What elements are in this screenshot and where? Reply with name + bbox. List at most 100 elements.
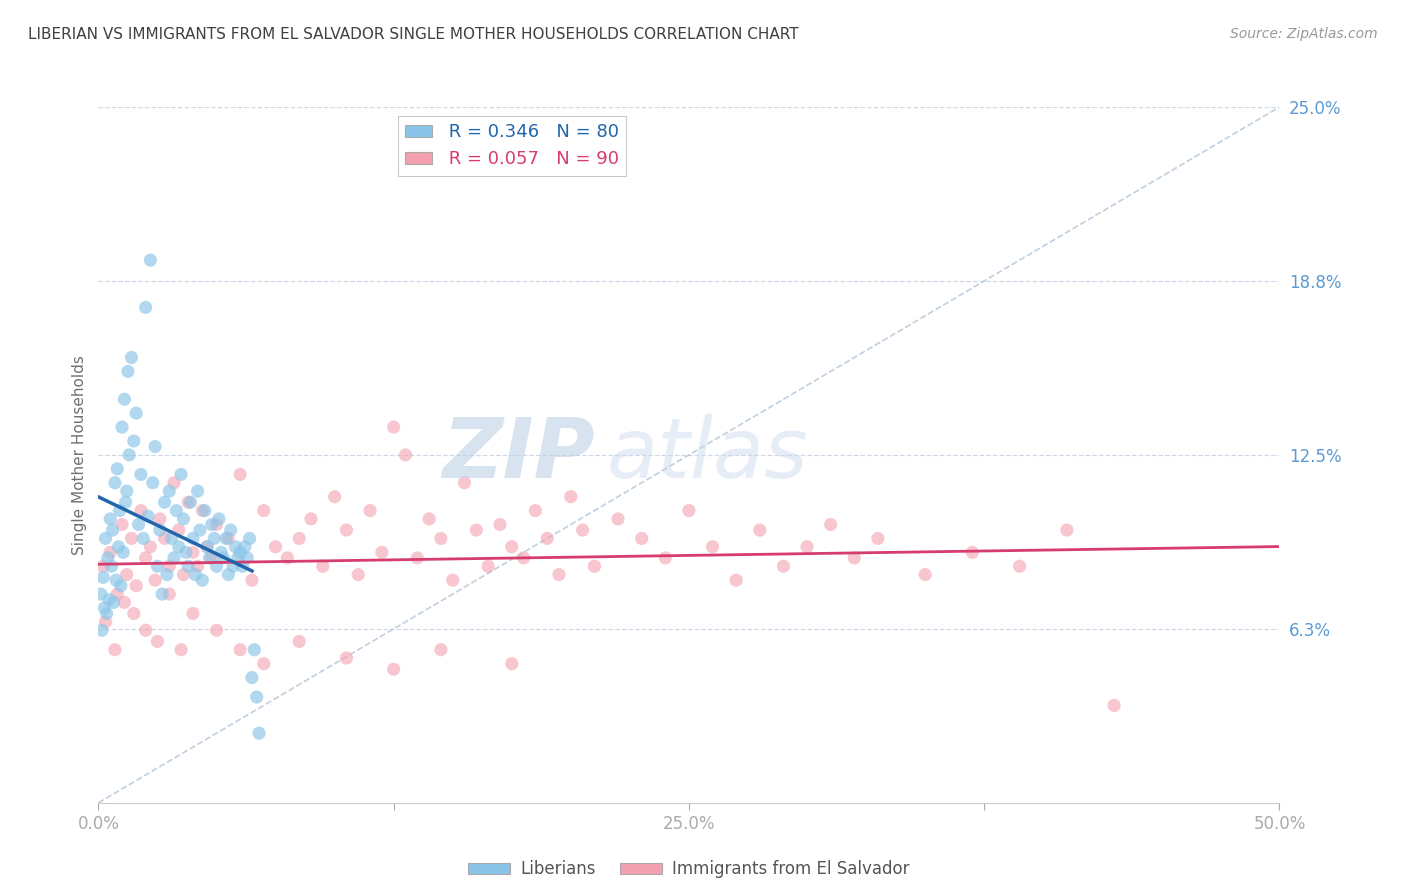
Point	[1102, 698, 1125, 713]
Point	[177, 495, 200, 509]
Point	[170, 642, 193, 657]
Point	[167, 540, 190, 554]
Point	[103, 595, 125, 609]
Text: ZIP: ZIP	[441, 415, 595, 495]
Point	[97, 550, 120, 565]
Point	[209, 545, 232, 559]
Point	[128, 517, 150, 532]
Point	[219, 523, 242, 537]
Point	[201, 517, 224, 532]
Point	[198, 550, 221, 565]
Point	[229, 467, 252, 482]
Point	[571, 523, 593, 537]
Point	[489, 517, 512, 532]
Point	[607, 512, 630, 526]
Point	[174, 545, 197, 559]
Point	[359, 503, 381, 517]
Point	[678, 503, 700, 517]
Point	[105, 573, 128, 587]
Point	[135, 301, 157, 315]
Point	[202, 532, 225, 546]
Point	[217, 532, 239, 546]
Point	[233, 540, 256, 554]
Point	[430, 642, 453, 657]
Point	[335, 523, 357, 537]
Point	[205, 517, 228, 532]
Point	[163, 475, 186, 490]
Point	[115, 484, 138, 499]
Point	[246, 690, 269, 704]
Point	[243, 642, 266, 657]
Point	[136, 509, 159, 524]
Point	[630, 532, 652, 546]
Point	[100, 559, 122, 574]
Point	[122, 607, 145, 621]
Point	[226, 550, 249, 565]
Point	[121, 532, 143, 546]
Point	[129, 467, 152, 482]
Point	[118, 448, 141, 462]
Point	[112, 392, 135, 407]
Point	[866, 532, 889, 546]
Point	[157, 587, 180, 601]
Point	[157, 559, 180, 574]
Point	[560, 490, 582, 504]
Point	[187, 559, 209, 574]
Point	[129, 503, 152, 517]
Point	[143, 573, 166, 587]
Point	[217, 567, 239, 582]
Point	[110, 579, 132, 593]
Point	[205, 559, 228, 574]
Point	[90, 587, 112, 601]
Point	[524, 503, 547, 517]
Point	[142, 475, 165, 490]
Point	[111, 517, 134, 532]
Point	[94, 532, 117, 546]
Point	[177, 559, 200, 574]
Point	[184, 567, 207, 582]
Point	[143, 440, 166, 454]
Point	[748, 523, 770, 537]
Point	[98, 512, 121, 526]
Point	[406, 550, 429, 565]
Point	[139, 540, 162, 554]
Point	[172, 512, 194, 526]
Point	[94, 615, 117, 629]
Point	[172, 567, 194, 582]
Point	[962, 545, 984, 559]
Point	[114, 495, 136, 509]
Point	[96, 607, 118, 621]
Point	[371, 545, 394, 559]
Point	[208, 512, 231, 526]
Point	[153, 532, 176, 546]
Point	[253, 503, 276, 517]
Text: LIBERIAN VS IMMIGRANTS FROM EL SALVADOR SINGLE MOTHER HOUSEHOLDS CORRELATION CHA: LIBERIAN VS IMMIGRANTS FROM EL SALVADOR …	[28, 27, 799, 42]
Point	[820, 517, 842, 532]
Point	[149, 512, 172, 526]
Point	[536, 532, 558, 546]
Point	[548, 567, 571, 582]
Point	[160, 532, 183, 546]
Point	[247, 726, 270, 740]
Point	[844, 550, 866, 565]
Point	[125, 406, 148, 420]
Point	[117, 364, 139, 378]
Point	[132, 532, 155, 546]
Point	[101, 523, 124, 537]
Point	[583, 559, 606, 574]
Point	[253, 657, 276, 671]
Point	[156, 567, 179, 582]
Point	[914, 567, 936, 582]
Point	[1008, 559, 1031, 574]
Point	[135, 624, 157, 638]
Point	[477, 559, 499, 574]
Point	[170, 467, 193, 482]
Point	[122, 434, 145, 448]
Point	[702, 540, 724, 554]
Point	[288, 634, 311, 648]
Text: Source: ZipAtlas.com: Source: ZipAtlas.com	[1230, 27, 1378, 41]
Point	[165, 503, 187, 517]
Point	[323, 490, 346, 504]
Point	[146, 634, 169, 648]
Point	[181, 545, 204, 559]
